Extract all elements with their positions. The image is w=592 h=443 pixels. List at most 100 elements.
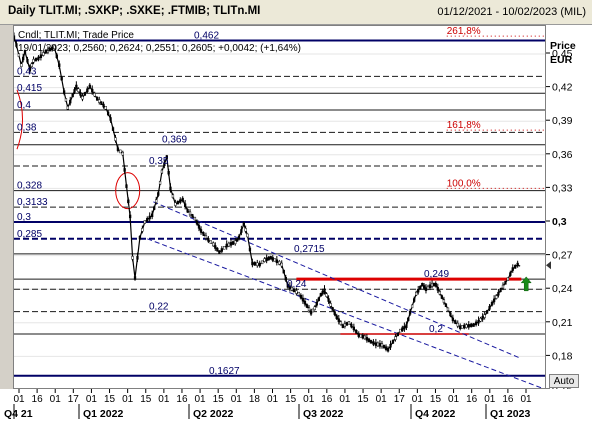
highlight-arc [16,89,23,150]
candle-body [408,310,412,315]
plot-area[interactable]: 0,462 0,43 0,415 0,4 0,38 0,369 0,35 0,328 0,313… [13,25,546,389]
candle-body [109,117,112,121]
time-tick-label: 15 [140,394,152,405]
axis-tick-label: 0,42 [552,82,573,94]
candle-body [438,291,441,295]
candle-body [357,333,360,337]
candle-body [485,310,489,314]
period-label: Q4 21 [4,408,33,420]
candle-body [382,344,386,349]
candle-body [352,326,355,331]
price-axis-svg: Price EUR 0,45 0,42 0,39 0,36 0,33 0,3 0,27 0,2… [546,40,576,396]
candle-body [317,297,320,302]
candle-body [391,340,395,344]
time-tick-label: 15 [104,394,116,405]
candle-body [497,291,500,296]
candle-body [235,238,239,242]
candle-body [114,137,117,141]
candle-body [181,197,184,202]
candle-body [79,92,82,96]
candle-body [14,35,16,39]
candle-body [350,323,353,328]
candle-body [269,256,272,260]
candle-body [214,245,217,249]
candle-body [234,240,237,244]
candle-body [465,324,468,328]
candle-body [163,162,166,167]
level-label: 0,462 [194,31,219,42]
candle-body [171,194,175,198]
time-tick-label: 01 [448,394,460,405]
candle-body [207,238,210,242]
candle-body [335,315,338,319]
candle-body [218,250,221,254]
time-tick-label: 01 [267,394,279,405]
candle-body [131,256,134,260]
candle-body [282,269,285,274]
candle-body [17,53,21,57]
time-tick-label: 01 [339,394,351,405]
candle-body [251,261,254,266]
candle-body [158,181,162,185]
period-label: Q4 2022 [415,408,455,420]
axis-tick-label: 0,18 [552,350,573,362]
candle-body [325,293,328,297]
time-tick-label: 01 [231,394,243,405]
period-label: Q1 2023 [490,408,530,420]
candle-body [220,248,223,252]
candle-body [138,235,142,240]
candle-body [399,328,402,333]
candle-body [174,202,177,206]
candle-body [311,308,315,313]
level-label: 0,328 [17,181,42,192]
candle-body [71,93,74,98]
candle-body [46,48,50,53]
candle-body [44,50,47,54]
candle-body [237,235,241,240]
time-tick-label: 01 [50,394,62,405]
candle-body [359,334,362,338]
level-label: 0,1627 [209,366,240,377]
candle-body [305,304,309,308]
candle-body [355,330,358,334]
candle-body [188,211,192,216]
candle-body [160,169,164,174]
candle-body [488,306,491,310]
candle-body [315,302,318,306]
candle-body [401,327,404,331]
candle-body [216,247,219,252]
candle-body [20,63,23,67]
candle-body [440,295,444,299]
candle-body [48,47,52,52]
candle-body [410,304,414,309]
level-label: 0,2715 [294,244,325,255]
candle-body [492,298,496,303]
candle-body [69,99,72,104]
candle-body [297,291,300,296]
candle-body [490,302,494,306]
candle-body [292,288,296,293]
candle-body [424,287,428,291]
auto-scale-button[interactable]: Auto [549,374,579,388]
candle-body [459,325,462,330]
candle-body [365,337,369,341]
candle-body [30,63,33,67]
candle-body [299,294,303,299]
candle-body [461,325,464,329]
fibonacci-label: 161,8% [447,120,481,131]
candle-body [42,52,45,56]
candle-body [123,168,126,172]
candle-body [148,215,151,220]
price-chart[interactable]: 0,462 0,43 0,415 0,4 0,38 0,369 0,35 0,328 0,313… [14,26,546,389]
price-axis[interactable]: Price EUR 0,45 0,42 0,39 0,36 0,33 0,3 0,27 0,2… [546,25,592,396]
candle-body [426,285,430,290]
axis-tick-label: 0,39 [552,115,573,127]
candle-body [186,209,189,213]
time-axis[interactable]: 01 16 01 17 01 15 01 15 01 16 01 15 01 18 01 15 01 16 01 15… [0,389,592,438]
candle-body [295,290,298,294]
time-tick-label: 01 [158,394,170,405]
axis-title-price: Price [550,40,576,52]
candle-body [499,288,502,293]
time-tick-label: 01 [376,394,388,405]
